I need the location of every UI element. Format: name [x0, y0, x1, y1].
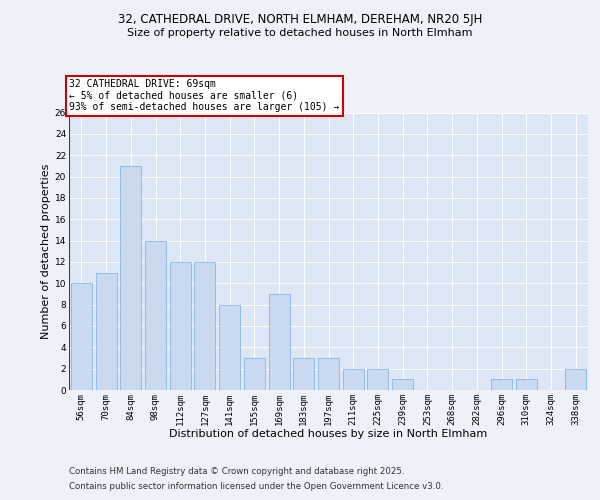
- Bar: [343, 368, 364, 390]
- X-axis label: Distribution of detached houses by size in North Elmham: Distribution of detached houses by size …: [169, 429, 488, 439]
- Bar: [293, 358, 314, 390]
- Bar: [194, 262, 215, 390]
- Bar: [71, 284, 92, 390]
- Bar: [318, 358, 339, 390]
- Bar: [120, 166, 141, 390]
- Text: 32, CATHEDRAL DRIVE, NORTH ELMHAM, DEREHAM, NR20 5JH: 32, CATHEDRAL DRIVE, NORTH ELMHAM, DEREH…: [118, 12, 482, 26]
- Text: Contains public sector information licensed under the Open Government Licence v3: Contains public sector information licen…: [69, 482, 443, 491]
- Text: Size of property relative to detached houses in North Elmham: Size of property relative to detached ho…: [127, 28, 473, 38]
- Bar: [244, 358, 265, 390]
- Text: Contains HM Land Registry data © Crown copyright and database right 2025.: Contains HM Land Registry data © Crown c…: [69, 467, 404, 476]
- Text: 32 CATHEDRAL DRIVE: 69sqm
← 5% of detached houses are smaller (6)
93% of semi-de: 32 CATHEDRAL DRIVE: 69sqm ← 5% of detach…: [69, 80, 339, 112]
- Bar: [491, 380, 512, 390]
- Bar: [170, 262, 191, 390]
- Bar: [367, 368, 388, 390]
- Bar: [95, 272, 116, 390]
- Bar: [145, 240, 166, 390]
- Bar: [392, 380, 413, 390]
- Bar: [565, 368, 586, 390]
- Bar: [269, 294, 290, 390]
- Y-axis label: Number of detached properties: Number of detached properties: [41, 164, 50, 339]
- Bar: [516, 380, 537, 390]
- Bar: [219, 304, 240, 390]
